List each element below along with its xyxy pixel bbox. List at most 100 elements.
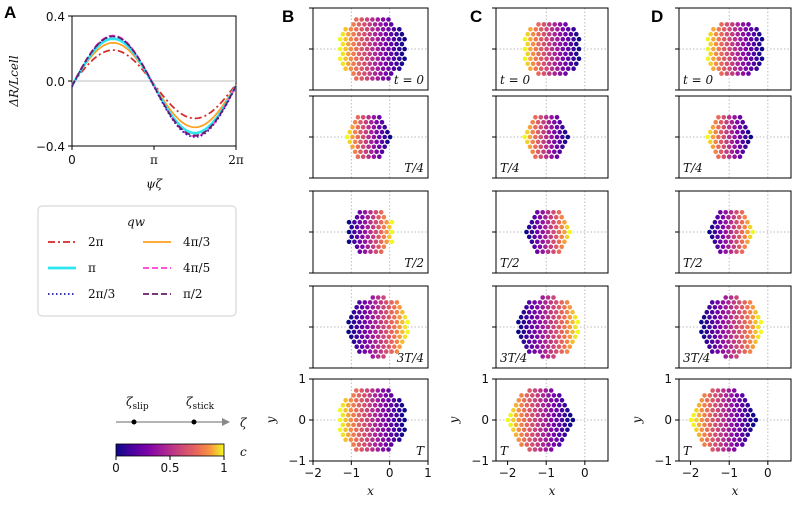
cell-point [576, 46, 582, 52]
cell-point [375, 417, 381, 423]
cell-point [543, 398, 549, 403]
cell-point [540, 393, 546, 398]
cell-point [724, 139, 729, 145]
cell-point [371, 144, 377, 150]
x-axis-label: x [367, 484, 374, 498]
y-axis-label: ΔR/Lcell [7, 55, 21, 107]
cell-point [742, 309, 747, 315]
cell-point [719, 71, 724, 76]
cell-point [712, 314, 718, 320]
cell-point [372, 71, 378, 76]
cell-point [560, 36, 566, 42]
cell-point [354, 224, 360, 230]
cell-point [363, 129, 369, 135]
cell-point [559, 234, 564, 240]
cell-point [755, 334, 761, 340]
snapshot-panel: 3T/4 [309, 285, 429, 369]
cell-point [340, 402, 346, 408]
cell-point [571, 46, 576, 52]
cell-point [535, 334, 540, 340]
cell-point [337, 36, 343, 42]
cell-point [527, 407, 532, 413]
cell-point [359, 324, 365, 330]
cell-point [734, 324, 739, 330]
y-axis-label: y [630, 416, 644, 424]
cell-point [519, 432, 524, 438]
cell-point [571, 56, 576, 62]
cell-point [556, 324, 562, 330]
cell-point [389, 300, 394, 305]
cell-point [715, 309, 720, 315]
cell-point [375, 36, 381, 42]
cell-point [343, 56, 348, 62]
cell-point [724, 31, 730, 37]
cell-point [362, 319, 368, 325]
cell-point [349, 314, 354, 320]
cell-point [350, 134, 355, 140]
cell-point [378, 51, 383, 57]
cell-point [370, 407, 375, 413]
cell-point [364, 76, 370, 81]
cell-point [378, 219, 384, 225]
cell-point [385, 139, 390, 145]
cell-point [545, 229, 551, 235]
cell-point [351, 422, 356, 428]
cell-point [748, 36, 754, 42]
cell-point [709, 349, 715, 354]
cell-point [370, 224, 376, 230]
cell-point [544, 36, 549, 42]
cell-point [747, 309, 753, 315]
cell-point [565, 36, 571, 42]
cell-point [557, 402, 562, 408]
cell-point [530, 139, 535, 145]
cell-point [546, 432, 551, 438]
cell-point [710, 437, 715, 443]
cell-point [723, 442, 729, 447]
cell-point [362, 339, 368, 345]
cell-point [723, 229, 728, 235]
cell-point [380, 66, 386, 71]
cell-point [713, 139, 718, 145]
cell-point [526, 300, 532, 305]
cell-point [513, 402, 519, 408]
cell-point [715, 349, 720, 354]
ytick-label: −1 [288, 454, 306, 468]
snapshot-panel: T/2 [492, 190, 609, 274]
cell-point [721, 66, 727, 71]
cell-point [381, 334, 386, 340]
cell-point [552, 31, 557, 37]
cell-point [739, 324, 745, 330]
cell-point [726, 134, 732, 140]
cell-point [351, 339, 357, 345]
xtick-label: −1 [720, 466, 738, 480]
cell-point [533, 115, 538, 120]
cell-point [384, 239, 389, 245]
cell-point [731, 244, 737, 250]
cell-point [748, 407, 753, 413]
cell-point [368, 229, 373, 235]
cell-point [374, 149, 379, 155]
cell-point [742, 437, 748, 443]
cell-point [378, 393, 383, 398]
cell-point [370, 214, 376, 220]
time-label: 3T/4 [397, 351, 424, 365]
cell-point [340, 61, 346, 67]
cell-point [362, 219, 368, 225]
cell-point [397, 46, 402, 52]
cell-point [535, 422, 540, 428]
cell-point [574, 61, 579, 67]
cell-point [367, 432, 373, 438]
cell-point [397, 66, 402, 71]
cell-point [734, 314, 739, 320]
cell-point [745, 412, 750, 418]
cell-point [386, 46, 391, 52]
cell-point [375, 437, 381, 443]
cell-point [367, 61, 373, 67]
cell-point [541, 31, 547, 37]
cell-point [340, 51, 346, 57]
cell-point [348, 407, 354, 413]
cell-point [375, 66, 381, 71]
cell-point [399, 31, 405, 37]
cell-point [729, 412, 734, 418]
cell-point [532, 339, 537, 345]
